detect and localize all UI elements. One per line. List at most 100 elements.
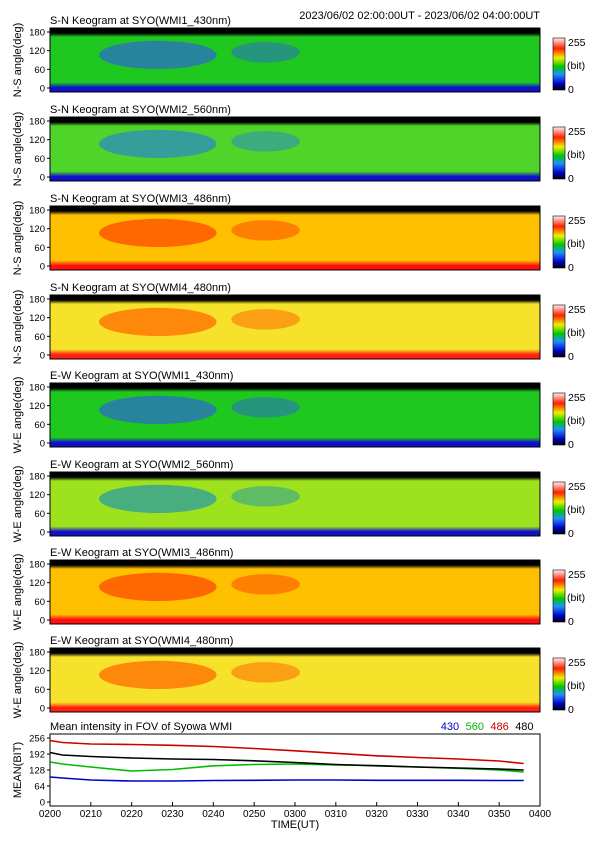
y-tick-label: 60 <box>34 154 45 165</box>
colorbar-min-label: 0 <box>568 262 574 274</box>
x-tick-label: 0220 <box>121 809 144 820</box>
colorbar-max-label: 255 <box>568 37 586 49</box>
y-tick-label: 120 <box>29 224 45 235</box>
legend-entry: 480 <box>515 721 533 733</box>
intensity-patch <box>99 40 217 69</box>
colorbar-min-label: 0 <box>568 84 574 96</box>
panel-frame <box>49 116 541 182</box>
y-tick-label: 120 <box>29 578 45 589</box>
y-tick-label: 180 <box>29 206 45 217</box>
x-tick-label: 0350 <box>488 809 511 820</box>
colorbar-unit-label: (bit) <box>567 60 585 72</box>
intensity-patch <box>231 309 300 330</box>
legend-entry: 486 <box>490 721 508 733</box>
time-range-header: 2023/06/02 02:00:00UT - 2023/06/02 04:00… <box>299 10 540 22</box>
plot-title: Mean intensity in FOV of Syowa WMI <box>50 721 232 733</box>
y-tick-label: 60 <box>34 685 45 696</box>
y-axis-label: N-S angle(deg) <box>12 112 24 187</box>
y-tick-label: 0 <box>40 84 45 95</box>
colorbar-min-label: 0 <box>568 439 574 451</box>
legend-entry: 430 <box>441 721 459 733</box>
colorbar <box>552 657 566 711</box>
y-tick-label: 120 <box>29 401 45 412</box>
colorbar-unit-label: (bit) <box>567 680 585 692</box>
y-tick-label: 0 <box>40 528 45 539</box>
intensity-patch <box>231 131 300 152</box>
panel-frame <box>49 205 541 271</box>
y-tick-label: 256 <box>29 734 45 745</box>
colorbar <box>552 481 566 535</box>
plot-frame <box>49 733 541 807</box>
colorbar-max-label: 255 <box>568 126 586 138</box>
y-tick-label: 180 <box>29 560 45 571</box>
x-tick-label: 0400 <box>529 809 552 820</box>
panel-frame <box>49 27 541 93</box>
intensity-patch <box>231 42 300 63</box>
keogram-panels: S-N Keogram at SYO(WMI1_430nm) 180 120 60 0 N… <box>12 15 586 718</box>
colorbar-max-label: 255 <box>568 569 586 581</box>
x-tick-label: 0210 <box>80 809 103 820</box>
y-tick-label: 180 <box>29 117 45 128</box>
x-tick-label: 0330 <box>406 809 429 820</box>
y-tick-label: 60 <box>34 332 45 343</box>
colorbar-unit-label: (bit) <box>567 592 585 604</box>
keogram-panel: S-N Keogram at SYO(WMI4_480nm) 180 120 60 0 N… <box>12 282 586 364</box>
y-tick-label: 180 <box>29 472 45 483</box>
intensity-patch <box>99 395 217 424</box>
y-tick-label: 0 <box>40 798 45 809</box>
y-tick-label: 0 <box>40 616 45 627</box>
colorbar-unit-label: (bit) <box>567 238 585 250</box>
y-axis-label: N-S angle(deg) <box>12 201 24 276</box>
intensity-patch <box>99 572 217 601</box>
colorbar-max-label: 255 <box>568 481 586 493</box>
mean-intensity-plot: Mean intensity in FOV of Syowa WMI 480 486… <box>12 721 552 831</box>
colorbar-unit-label: (bit) <box>567 504 585 516</box>
intensity-patch <box>99 660 217 689</box>
intensity-patch <box>231 397 300 418</box>
keogram-panel: E-W Keogram at SYO(WMI3_486nm) 180 120 60 0 W… <box>12 547 586 630</box>
intensity-patch <box>231 486 300 507</box>
panel-title: E-W Keogram at SYO(WMI2_560nm) <box>50 459 233 471</box>
x-tick-label: 0340 <box>447 809 470 820</box>
y-tick-label: 128 <box>29 766 45 777</box>
colorbar-min-label: 0 <box>568 351 574 363</box>
x-axis-label: TIME(UT) <box>271 819 319 831</box>
y-axis-label: W-E angle(deg) <box>12 642 24 719</box>
y-tick-label: 120 <box>29 313 45 324</box>
x-tick-label: 0250 <box>243 809 266 820</box>
keogram-panel: S-N Keogram at SYO(WMI2_560nm) 180 120 60 0 N… <box>12 104 586 186</box>
panel-frame <box>49 382 541 448</box>
y-axis-label: N-S angle(deg) <box>12 23 24 98</box>
y-tick-label: 180 <box>29 295 45 306</box>
y-axis-label: W-E angle(deg) <box>12 377 24 454</box>
colorbar <box>552 126 566 180</box>
y-tick-label: 64 <box>34 782 45 793</box>
intensity-patch <box>231 574 300 595</box>
x-tick-label: 0320 <box>366 809 389 820</box>
intensity-patch <box>99 484 217 513</box>
colorbar-unit-label: (bit) <box>567 415 585 427</box>
series-line-486 <box>49 739 524 765</box>
colorbar-max-label: 255 <box>568 215 586 227</box>
y-tick-label: 0 <box>40 173 45 184</box>
colorbar <box>552 392 566 446</box>
colorbar-min-label: 0 <box>568 704 574 716</box>
colorbar <box>552 215 566 269</box>
panel-title: S-N Keogram at SYO(WMI3_486nm) <box>50 193 231 205</box>
colorbar-max-label: 255 <box>568 304 586 316</box>
colorbar <box>552 304 566 358</box>
x-tick-label: 0230 <box>161 809 184 820</box>
y-tick-label: 192 <box>29 750 45 761</box>
panel-frame <box>49 294 541 360</box>
panel-frame <box>49 559 541 625</box>
panel-title: S-N Keogram at SYO(WMI1_430nm) <box>50 15 231 27</box>
panel-title: S-N Keogram at SYO(WMI2_560nm) <box>50 104 231 116</box>
y-axis-label: W-E angle(deg) <box>12 554 24 631</box>
panel-title: E-W Keogram at SYO(WMI4_480nm) <box>50 635 233 647</box>
y-axis-label: MEAN(BIT) <box>12 742 24 798</box>
keogram-panel: S-N Keogram at SYO(WMI3_486nm) 180 120 60 0 N… <box>12 193 586 275</box>
y-tick-label: 60 <box>34 65 45 76</box>
intensity-patch <box>231 662 300 683</box>
panel-title: S-N Keogram at SYO(WMI4_480nm) <box>50 282 231 294</box>
